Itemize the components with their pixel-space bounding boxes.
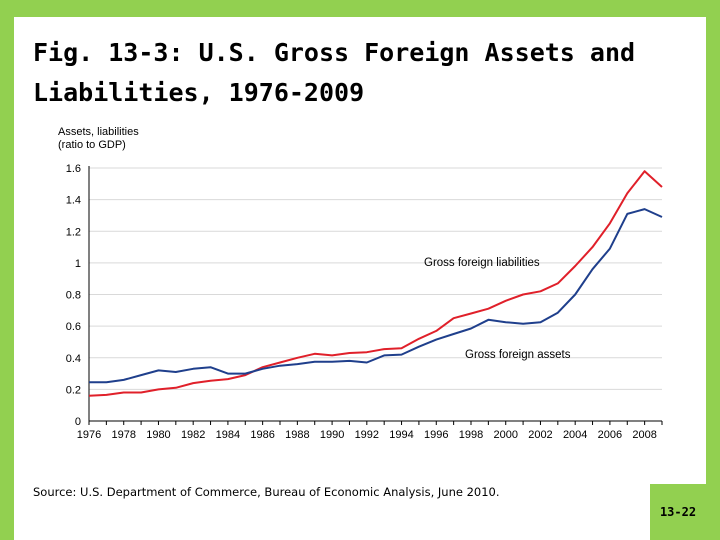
y-tick-label: 0.6 [66,321,81,333]
x-tick-label: 1988 [285,429,309,441]
source-note: Source: U.S. Department of Commerce, Bur… [33,485,500,499]
x-tick-label: 1982 [181,429,205,441]
x-tick-label: 1992 [355,429,379,441]
x-tick-label: 2004 [563,429,587,441]
y-tick-label: 0.2 [66,384,81,396]
x-tick-label: 2006 [598,429,622,441]
y-tick-label: 0.4 [66,353,81,365]
y-tick-label: 1 [75,258,81,270]
x-tick-label: 1978 [111,429,135,441]
x-tick-label: 2008 [632,429,656,441]
x-tick-label: 1998 [459,429,483,441]
x-tick-label: 1980 [146,429,170,441]
frame-top-bar [0,0,720,17]
x-tick-label: 1976 [77,429,101,441]
frame-right-bar [706,0,720,540]
x-tick-label: 1994 [389,429,413,441]
x-tick-label: 1990 [320,429,344,441]
x-tick-label: 2002 [528,429,552,441]
chart-axes: 0 0.2 0.4 0.6 0.8 1 1.2 1.4 1.6 Assets, liabiliti… [58,126,663,441]
series-annotation: Gross foreign assets [465,349,571,361]
series-annotation: Gross foreign liabilities [424,257,540,269]
y-tick-label: 0 [75,416,81,428]
series-line-liabilities [88,170,663,397]
x-tick-label: 2000 [493,429,517,441]
frame-left-bar [0,0,14,540]
x-tick-label: 1984 [216,429,240,441]
y-tick-label: 1.4 [66,195,81,207]
chart-labels: Gross foreign liabilities Gross foreign a… [424,257,571,361]
series-line-assets [89,208,663,384]
y-tick-label: 1.2 [66,226,81,238]
y-axis-title: (ratio to GDP) [58,139,126,151]
y-tick-label: 1.6 [66,163,81,175]
y-tick-label: 0.8 [66,290,81,302]
chart-grid [89,167,662,390]
slide-title: Fig. 13-3: U.S. Gross Foreign Assets and… [33,38,636,107]
x-tick-label: 1996 [424,429,448,441]
page-number-badge: 13-22 [650,484,706,540]
x-tick-label: 1986 [250,429,274,441]
y-axis-title: Assets, liabilities [58,126,139,138]
chart-series [88,170,663,397]
